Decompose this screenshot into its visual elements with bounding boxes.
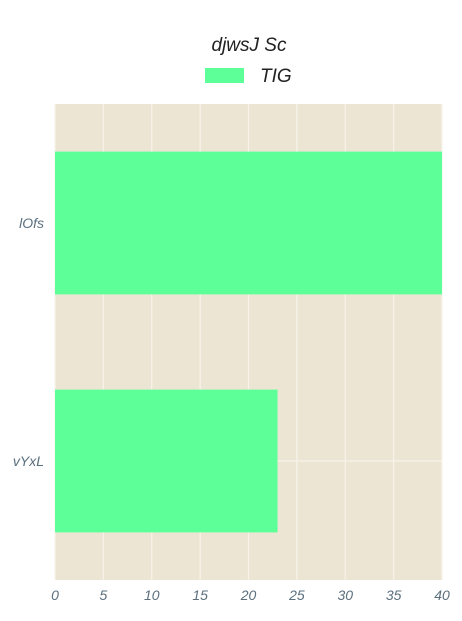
legend-swatch (205, 68, 244, 83)
x-tick-label: 10 (144, 587, 160, 603)
x-tick-label: 40 (434, 587, 450, 603)
bar-vYxL (55, 389, 278, 533)
x-tick-label: 35 (386, 587, 402, 603)
x-tick-label: 30 (337, 587, 353, 603)
x-tick-label: 5 (99, 587, 107, 603)
x-axis-tick-labels: 0 5 10 15 20 25 30 35 40 (51, 587, 450, 603)
legend: TIG (205, 66, 292, 87)
bars (55, 151, 442, 533)
chart-title: djwsJ Sc (212, 35, 287, 56)
x-tick-label: 15 (192, 587, 208, 603)
y-axis-tick-labels: lOfs vYxL (13, 215, 44, 469)
y-tick-label: vYxL (13, 453, 44, 469)
y-tick-label: lOfs (19, 215, 44, 231)
bar-lOfs (55, 151, 442, 295)
x-tick-label: 25 (288, 587, 305, 603)
x-tick-label: 0 (51, 587, 59, 603)
x-tick-label: 20 (240, 587, 257, 603)
legend-label: TIG (260, 66, 292, 87)
